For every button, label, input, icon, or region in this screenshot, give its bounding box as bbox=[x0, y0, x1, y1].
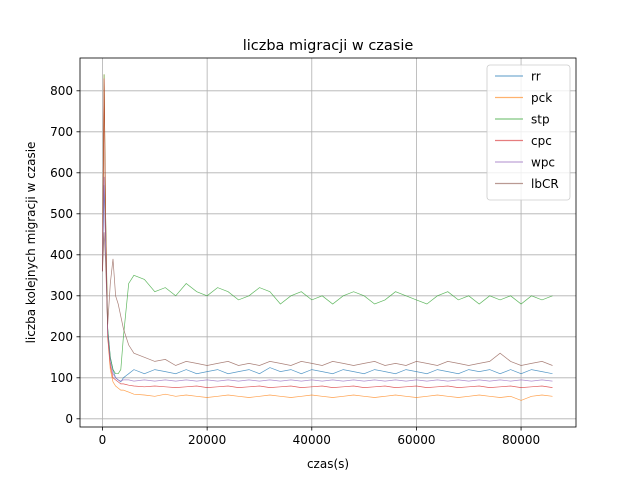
x-tick-label: 60000 bbox=[397, 433, 435, 447]
y-tick-label: 400 bbox=[50, 248, 73, 262]
series-layer bbox=[102, 74, 553, 401]
y-tick-label: 0 bbox=[65, 412, 73, 426]
plot-area-frame bbox=[79, 57, 577, 428]
series-line-stp bbox=[102, 74, 553, 375]
series-line-rr bbox=[102, 185, 553, 383]
x-tick-label: 80000 bbox=[502, 433, 540, 447]
legend-label: stp bbox=[531, 113, 550, 127]
series-line-cpc bbox=[102, 78, 553, 388]
y-axis-label: liczba kolejnych migracji w czasie bbox=[24, 142, 38, 344]
y-tick-label: 600 bbox=[50, 166, 73, 180]
legend-label: pck bbox=[531, 91, 552, 105]
tick-layer: 0 20000 40000 60000 80000 0 100 200 300 400 500 600… bbox=[50, 84, 540, 447]
y-tick-label: 100 bbox=[50, 371, 73, 385]
x-tick-label: 0 bbox=[99, 433, 107, 447]
x-tick-label: 40000 bbox=[293, 433, 331, 447]
legend: rr pck stp cpc wpc lbCR bbox=[486, 64, 571, 201]
y-tick-label: 700 bbox=[50, 125, 73, 139]
series-line-wpc bbox=[102, 176, 553, 382]
y-tick-label: 800 bbox=[50, 84, 73, 98]
x-tick-label: 20000 bbox=[188, 433, 226, 447]
legend-label: lbCR bbox=[531, 177, 559, 191]
y-tick-label: 300 bbox=[50, 289, 73, 303]
legend-label: rr bbox=[531, 70, 541, 84]
y-tick-label: 500 bbox=[50, 207, 73, 221]
x-axis-label: czas(s) bbox=[307, 457, 349, 471]
series-line-pck bbox=[102, 74, 553, 401]
chart-title: liczba migracji w czasie bbox=[243, 38, 414, 54]
series-line-lbCR bbox=[102, 232, 553, 366]
grid-layer bbox=[80, 58, 576, 427]
legend-label: wpc bbox=[531, 156, 555, 170]
y-tick-label: 200 bbox=[50, 330, 73, 344]
legend-label: cpc bbox=[531, 134, 552, 148]
legend-box bbox=[486, 64, 571, 201]
